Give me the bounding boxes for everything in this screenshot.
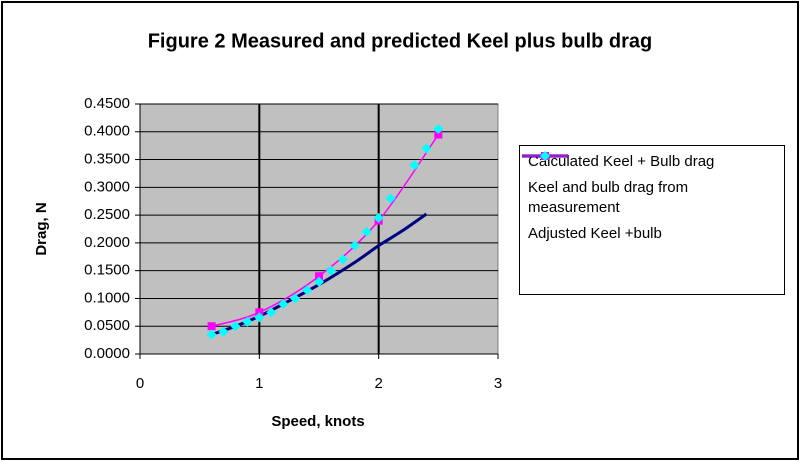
x-tick-label: 2 [374, 375, 382, 392]
y-tick-label: 0.2500 [84, 206, 130, 223]
y-axis-title: Drag, N [33, 202, 50, 255]
data-point [361, 226, 372, 237]
data-point [278, 299, 289, 309]
legend-label: Calculated Keel + Bulb drag [528, 153, 715, 170]
data-point [230, 321, 241, 332]
y-tick-label: 0.2000 [84, 234, 130, 251]
data-point [207, 322, 216, 331]
y-tick-label: 0.3500 [84, 151, 130, 168]
legend-label: Keel and bulb drag from measurement [528, 179, 689, 216]
data-point [337, 254, 348, 265]
y-tick-label: 0.0500 [84, 317, 130, 334]
data-point [206, 329, 217, 340]
y-tick-label: 0.1000 [84, 289, 130, 306]
data-point [290, 293, 301, 304]
y-tick-label: 0.0000 [84, 345, 130, 362]
data-point [433, 124, 444, 134]
y-tick-label: 0.3000 [84, 178, 130, 195]
legend-item: Adjusted Keel +bulb [528, 151, 776, 244]
x-tick-label: 3 [494, 375, 502, 392]
legend-item: Keel and bulb drag from measurement [522, 152, 776, 218]
chart-title: Figure 2 Measured and predicted Keel plu… [148, 30, 653, 52]
data-point [266, 307, 277, 318]
data-point [314, 276, 324, 287]
data-point [373, 212, 384, 223]
data-point [421, 143, 432, 154]
y-tick-label: 0.1500 [84, 262, 130, 279]
legend: Calculated Keel + Bulb drag Keel and bulb… [519, 145, 785, 295]
y-tick-label: 0.4500 [84, 95, 130, 112]
data-point [242, 316, 253, 327]
data-point [254, 312, 265, 323]
x-tick-label: 1 [255, 375, 263, 392]
data-point [409, 160, 420, 171]
data-point [385, 193, 396, 204]
legend-marker [540, 151, 550, 161]
data-point [349, 240, 360, 251]
x-tick-label: 0 [136, 375, 144, 392]
plot-area [139, 103, 499, 355]
data-point [434, 130, 443, 139]
data-point [302, 285, 313, 296]
y-tick-label: 0.4000 [84, 123, 130, 140]
series-line [211, 134, 439, 327]
data-point [218, 326, 229, 337]
data-point [315, 272, 323, 281]
legend-key [540, 151, 550, 161]
data-point [325, 265, 336, 276]
x-axis-title: Speed, knots [271, 413, 364, 430]
data-point [255, 308, 264, 317]
legend-label: Adjusted Keel +bulb [528, 225, 662, 242]
